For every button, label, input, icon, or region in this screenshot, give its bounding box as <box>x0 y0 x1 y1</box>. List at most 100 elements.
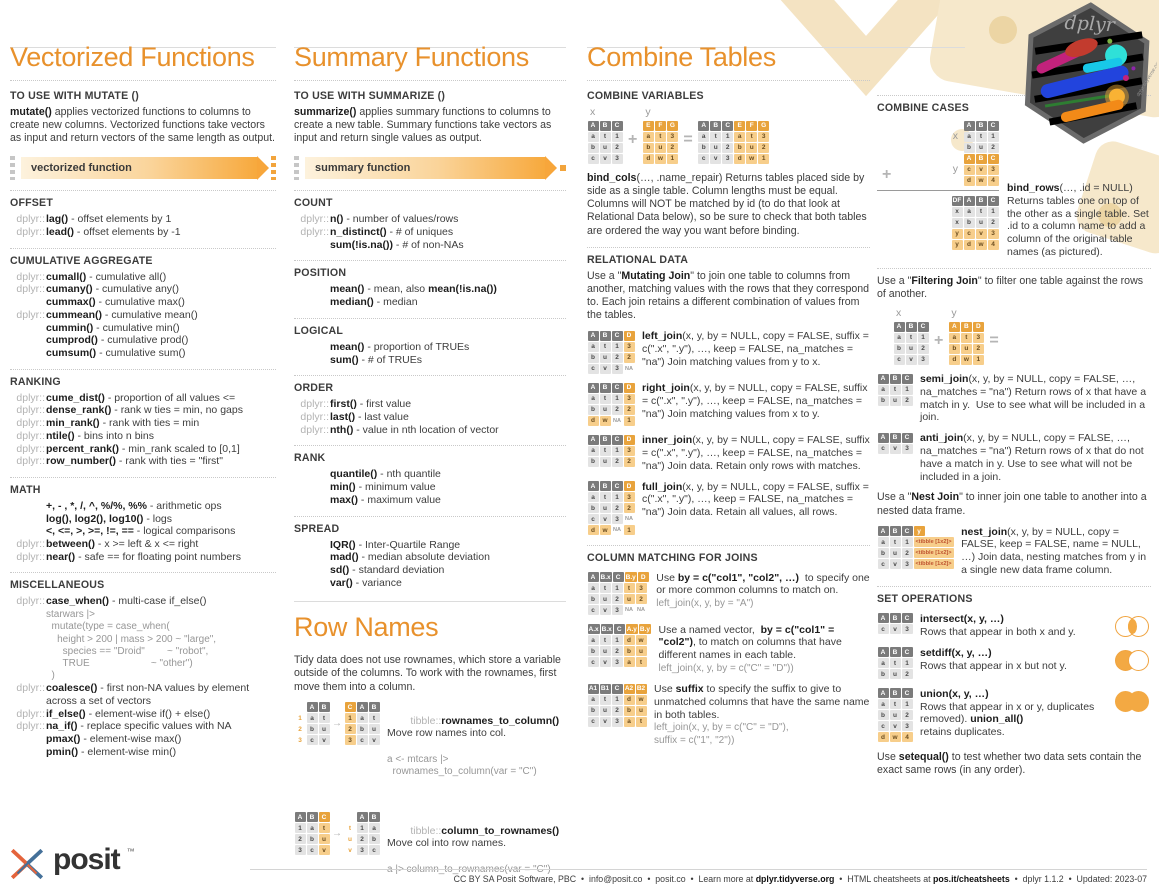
posit-wordmark: posit <box>53 843 121 876</box>
table-cell: w <box>654 153 666 164</box>
text-segment: cumprod() <box>46 334 98 347</box>
table-cell: NA <box>623 363 635 374</box>
function-description: cumsum() - cumulative sum() <box>45 347 276 360</box>
table-cell: 1 <box>298 714 302 722</box>
function-description: mean() - mean, also mean(!is.na()) <box>329 283 566 296</box>
package-prefix: dplyr:: <box>16 391 45 404</box>
join-description: Use suffix to specify the suffix to give… <box>654 683 870 747</box>
table-cell: 1 <box>987 131 999 142</box>
table-cell: 2 <box>758 142 770 153</box>
join-description: left_join(x, y, by = NULL, copy = FALSE,… <box>642 330 870 368</box>
table-cell: B <box>889 432 901 443</box>
text-segment: - bins into n bins <box>74 429 154 442</box>
table-cell: u <box>975 142 987 153</box>
text-segment: full_join <box>642 480 683 493</box>
text-segment: - element-wise max() <box>80 733 182 746</box>
join-description: Use a named vector, by = c("col1" = "col… <box>659 624 871 676</box>
table-cell: t <box>318 713 330 724</box>
table-cell: t <box>635 657 647 668</box>
package-prefix <box>10 322 45 335</box>
function-description: <, <=, >, >=, !=, == - logical compariso… <box>45 525 276 538</box>
text-segment: cummin() <box>46 321 94 334</box>
package-prefix: dplyr:: <box>16 707 45 720</box>
text-segment: - value in nth location of vector <box>353 423 499 436</box>
text-segment: coalesce() <box>46 682 98 695</box>
table-cell: <tibble [1x2]> <box>913 548 954 559</box>
table-cell: A <box>877 688 889 699</box>
text-segment: bind_cols <box>587 172 637 184</box>
text-segment: cume_dist() <box>46 391 105 404</box>
text-segment: Tidy data does not use rownames, which s… <box>294 654 564 693</box>
table-cell: b <box>587 352 599 363</box>
text-segment: sum() <box>330 353 359 366</box>
table-cell: c <box>306 735 318 746</box>
table-cell: 1 <box>611 694 623 705</box>
table-cell: t <box>975 131 987 142</box>
section-header-relational-data: RELATIONAL DATA <box>587 253 689 266</box>
table-cell: w <box>960 354 972 365</box>
bind-cols-text: bind_cols(…, .name_repair) Returns table… <box>587 172 870 238</box>
package-prefix <box>294 494 329 507</box>
table-cell: v <box>599 153 611 164</box>
table-cell: v <box>599 363 611 374</box>
table-cell: c <box>877 721 889 732</box>
text-segment: to specify the suffix to give to unmatch… <box>654 683 873 721</box>
rownames-intro-text: Tidy data does not use rownames, which s… <box>294 654 566 693</box>
function-entry: mean() - mean, also mean(!is.na()) <box>294 283 566 296</box>
table-cell: y <box>951 228 963 239</box>
text-segment: " to inner join one table to another int… <box>877 491 1150 517</box>
text-segment: - rank with ties = "first" <box>116 455 223 468</box>
text-segment: - proportion of all values <= <box>104 391 236 404</box>
footer-divider <box>250 869 1147 870</box>
table-cell: <tibble [1x2]> <box>913 537 954 548</box>
text-segment: • dplyr 1.1.2 • Updated: 2023-07 <box>1009 874 1147 884</box>
table-cell: 2 <box>666 142 678 153</box>
text-segment: first() <box>330 398 357 411</box>
section-offset: OFFSET dplyr:: lag() - offset elements by… <box>10 190 276 238</box>
arrow-tip-icon <box>545 156 557 181</box>
trademark-symbol: ™ <box>126 847 135 856</box>
table-cell: 2 <box>901 395 913 406</box>
function-description: sd() - standard deviation <box>329 564 566 577</box>
page-title-row-names: Row Names <box>294 601 566 650</box>
vectorized-function-arrow: vectorized function <box>10 155 276 181</box>
table-cell: B <box>599 330 611 341</box>
table-cell: 2 <box>356 834 368 845</box>
table-cell: d <box>948 354 960 365</box>
table-cell: c <box>893 354 905 365</box>
output-vector-icon <box>271 156 276 181</box>
function-description: median() - median <box>329 296 566 309</box>
table-cell: C <box>987 120 999 131</box>
table-cell: v <box>889 721 901 732</box>
text-segment: - median <box>373 296 418 309</box>
text-segment: - cumulative sum() <box>96 347 186 359</box>
table-row: A.x B.x C A.y B.y <box>587 624 652 635</box>
section-relational-data: RELATIONAL DATA Use a "Mutating Join" to… <box>587 246 870 536</box>
table-cell: u <box>599 352 611 363</box>
table-cell: b <box>587 705 599 716</box>
text-segment: - rank with ties = min <box>99 417 200 430</box>
text-segment: anti_join <box>920 432 964 445</box>
table-cell: v <box>889 443 901 454</box>
text-segment: cumall() <box>46 270 87 283</box>
table-cell: u <box>960 343 972 354</box>
text-segment: min() <box>330 481 356 494</box>
table-cell: 3 <box>611 716 623 727</box>
function-entry: cumsum() - cumulative sum() <box>10 347 276 360</box>
table-cell: u <box>623 594 635 605</box>
mutate-intro-text: mutate() applies vectorized functions to… <box>10 106 276 145</box>
text-segment: Use <box>654 683 676 696</box>
